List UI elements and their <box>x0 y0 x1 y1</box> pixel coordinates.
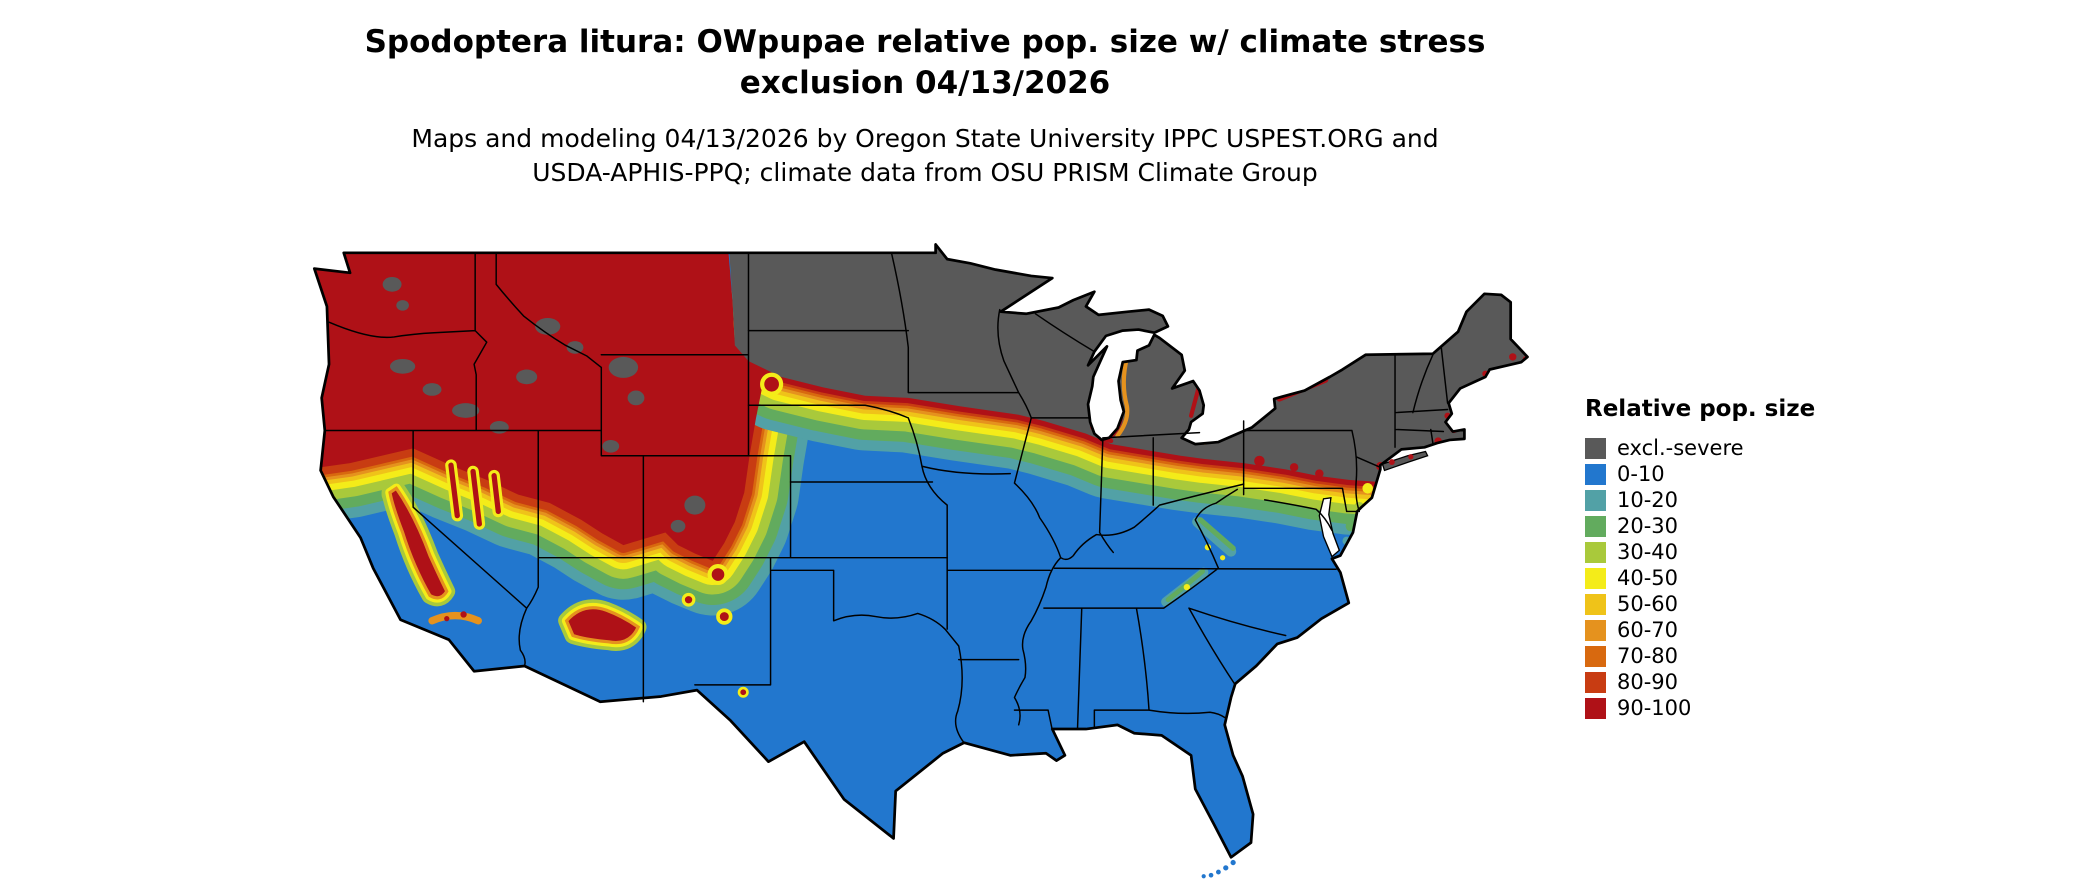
new-mexico-patches <box>681 564 749 698</box>
legend-swatch <box>1585 515 1606 537</box>
long-island <box>1381 450 1429 472</box>
legend-swatch <box>1585 567 1606 589</box>
legend-swatch <box>1585 619 1606 641</box>
legend-label: 10-20 <box>1617 487 1679 512</box>
legend-swatch <box>1585 593 1606 615</box>
legend-label: excl.-severe <box>1617 435 1744 460</box>
black-hills-patch <box>760 372 784 396</box>
legend-row: 20-30 <box>1585 513 1815 539</box>
legend-swatch <box>1585 541 1606 563</box>
map-title-line2: exclusion 04/13/2026 <box>739 65 1111 101</box>
state-borders <box>324 252 1449 744</box>
legend: Relative pop. size excl.-severe 0-10 10-20… <box>1585 396 1815 721</box>
legend-row: 80-90 <box>1585 669 1815 695</box>
legend-label: 30-40 <box>1617 539 1679 564</box>
legend-row: 60-70 <box>1585 617 1815 643</box>
legend-label: 80-90 <box>1617 669 1679 694</box>
great-basin-slivers <box>445 459 505 530</box>
legend-label: 70-80 <box>1617 643 1679 668</box>
legend-row: excl.-severe <box>1585 435 1815 461</box>
map-title: Spodoptera litura: OWpupae relative pop.… <box>300 22 1550 104</box>
legend-label: 20-30 <box>1617 513 1679 538</box>
legend-row: 90-100 <box>1585 695 1815 721</box>
legend-rows: excl.-severe 0-10 10-20 20-30 30-40 40-50 50-6… <box>1585 435 1815 721</box>
legend-row: 0-10 <box>1585 461 1815 487</box>
arizona-highlands-patch <box>567 608 638 643</box>
legend-label: 0-10 <box>1617 461 1665 486</box>
legend-swatch <box>1585 671 1606 693</box>
map-subtitle-line1: Maps and modeling 04/13/2026 by Oregon S… <box>411 124 1439 153</box>
legend-row: 40-50 <box>1585 565 1815 591</box>
us-map-svg <box>312 243 1529 879</box>
florida-keys <box>1201 859 1236 879</box>
us-map-figure <box>308 240 1538 888</box>
legend-title: Relative pop. size <box>1585 396 1816 422</box>
legend-row: 30-40 <box>1585 539 1815 565</box>
chesapeake-bay <box>1318 496 1341 558</box>
legend-label: 90-100 <box>1617 695 1692 720</box>
map-title-line1: Spodoptera litura: OWpupae relative pop.… <box>364 24 1486 60</box>
west-high-region <box>314 252 767 561</box>
map-fill-layer <box>314 244 1528 858</box>
legend-swatch <box>1585 489 1606 511</box>
legend-row: 50-60 <box>1585 591 1815 617</box>
legend-row: 70-80 <box>1585 643 1815 669</box>
legend-swatch <box>1585 645 1606 667</box>
legend-swatch <box>1585 437 1606 459</box>
legend-row: 10-20 <box>1585 487 1815 513</box>
map-subtitle: Maps and modeling 04/13/2026 by Oregon S… <box>300 122 1550 190</box>
legend-label: 40-50 <box>1617 565 1679 590</box>
map-subtitle-line2: USDA-APHIS-PPQ; climate data from OSU PR… <box>532 158 1318 187</box>
legend-label: 60-70 <box>1617 617 1679 642</box>
appalachian-patches <box>1161 516 1237 607</box>
socal-ranges-patch <box>428 611 482 625</box>
legend-swatch <box>1585 463 1606 485</box>
legend-label: 50-60 <box>1617 591 1679 616</box>
title-block: Spodoptera litura: OWpupae relative pop.… <box>300 22 1550 190</box>
legend-swatch <box>1585 697 1606 719</box>
